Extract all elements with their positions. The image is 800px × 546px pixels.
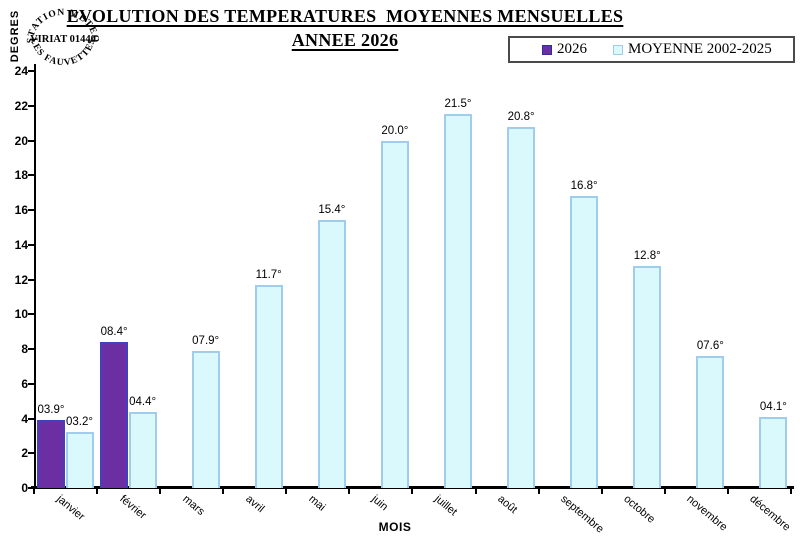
chart-title: EVOLUTION DES TEMPERATURES MOYENNES MENS… bbox=[66, 6, 624, 26]
x-axis-tick bbox=[96, 489, 99, 494]
y-axis-tick-label: 24 bbox=[14, 64, 28, 78]
y-axis-tick-label: 18 bbox=[14, 168, 28, 183]
x-axis-tick bbox=[726, 489, 729, 494]
x-axis bbox=[31, 486, 794, 489]
y-axis-tick bbox=[28, 278, 35, 281]
bar-mars-moyenne bbox=[191, 350, 220, 488]
y-axis-tick bbox=[28, 174, 35, 177]
legend-label-moyenne: MOYENNE 2002-2025 bbox=[628, 41, 772, 57]
y-axis-tick bbox=[28, 452, 35, 455]
x-axis-label: janvier bbox=[53, 493, 87, 524]
y-axis-tick-label: 10 bbox=[14, 307, 28, 322]
x-axis-label: septembre bbox=[558, 493, 606, 536]
bar-décembre-moyenne bbox=[759, 416, 788, 488]
bar-value-label: 03.9° bbox=[37, 404, 65, 417]
y-axis-title: DEGRES bbox=[9, 9, 21, 63]
y-axis-tick bbox=[28, 209, 35, 211]
y-axis-tick bbox=[28, 313, 35, 316]
chart-subtitle: ANNEE 2026 bbox=[291, 30, 399, 50]
bar-value-label: 07.6° bbox=[696, 339, 724, 352]
x-axis-title: MOIS bbox=[378, 520, 412, 534]
legend-swatch-moyenne bbox=[613, 44, 623, 55]
x-axis-label: juin bbox=[369, 493, 391, 514]
x-axis-tick bbox=[222, 489, 225, 494]
bar-value-label: 03.2° bbox=[66, 416, 93, 429]
x-axis-label: mars bbox=[179, 493, 207, 518]
y-axis-tick bbox=[28, 417, 35, 420]
stamp-middle-text: VIRIAT 01440 bbox=[30, 34, 96, 45]
x-axis-label: octobre bbox=[621, 493, 658, 526]
bar-novembre-moyenne bbox=[696, 355, 725, 488]
x-axis-label: mai bbox=[306, 493, 328, 514]
y-axis-tick bbox=[28, 104, 35, 107]
legend-swatch-2026 bbox=[542, 44, 552, 55]
x-axis-tick bbox=[411, 489, 414, 494]
bar-janvier-moyenne bbox=[65, 432, 94, 488]
x-axis-tick bbox=[348, 489, 351, 494]
y-axis-tick bbox=[28, 243, 35, 246]
y-axis-tick bbox=[28, 487, 35, 489]
y-axis-tick bbox=[28, 382, 35, 385]
y-axis-tick bbox=[28, 139, 35, 142]
bar-value-label: 08.4° bbox=[100, 326, 128, 339]
x-axis-tick bbox=[474, 489, 477, 494]
x-axis-tick bbox=[789, 489, 792, 494]
bar-value-label: 20.8° bbox=[507, 110, 535, 123]
chart-legend: 2026 MOYENNE 2002-2025 bbox=[508, 36, 795, 63]
y-axis-tick-label: 2 bbox=[21, 446, 28, 461]
bar-value-label: 21.5° bbox=[444, 98, 472, 111]
legend-entry-2026: 2026 bbox=[542, 41, 587, 58]
y-axis-tick bbox=[28, 348, 35, 350]
x-axis-label: décembre bbox=[747, 493, 793, 534]
y-axis-tick-label: 4 bbox=[21, 411, 28, 426]
bar-value-label: 15.4° bbox=[318, 204, 346, 217]
x-axis-label: juillet bbox=[432, 493, 460, 519]
y-axis-tick-label: 8 bbox=[21, 342, 28, 356]
x-axis-tick bbox=[33, 489, 35, 494]
bar-août-moyenne bbox=[507, 126, 536, 488]
bar-février-2026 bbox=[100, 342, 129, 488]
bar-mai-moyenne bbox=[317, 220, 346, 488]
bar-octobre-moyenne bbox=[633, 265, 662, 488]
bar-septembre-moyenne bbox=[570, 196, 599, 488]
y-axis-tick-label: 0 bbox=[21, 481, 28, 495]
x-axis-label: août bbox=[495, 493, 520, 516]
legend-label-2026: 2026 bbox=[557, 41, 587, 57]
bar-value-label: 20.0° bbox=[381, 124, 409, 137]
y-axis-tick-label: 12 bbox=[14, 272, 28, 287]
title-block: EVOLUTION DES TEMPERATURES MOYENNES MENS… bbox=[45, 6, 645, 51]
y-axis-tick-label: 14 bbox=[14, 237, 28, 252]
bar-juin-moyenne bbox=[380, 140, 409, 488]
bar-value-label: 04.1° bbox=[759, 400, 787, 413]
bar-value-label: 07.9° bbox=[192, 334, 220, 347]
y-axis-tick-label: 16 bbox=[14, 203, 28, 217]
bar-juillet-moyenne bbox=[443, 114, 472, 488]
x-axis-label: novembre bbox=[684, 493, 730, 534]
bar-value-label: 16.8° bbox=[570, 180, 598, 193]
bar-février-moyenne bbox=[128, 411, 157, 488]
station-stamp: STATION METEO VIRIAT 01440 LES FAUVETTES bbox=[26, 8, 99, 68]
bar-value-label: 11.7° bbox=[255, 268, 282, 281]
y-axis-tick bbox=[28, 70, 35, 72]
bar-value-label: 12.8° bbox=[633, 249, 661, 262]
x-axis-tick bbox=[159, 489, 162, 494]
bar-avril-moyenne bbox=[254, 284, 283, 488]
x-axis-label: avril bbox=[243, 493, 267, 516]
bar-value-label: 04.4° bbox=[129, 395, 157, 408]
y-axis-tick-label: 22 bbox=[14, 98, 28, 113]
y-axis-tick-label: 6 bbox=[21, 376, 28, 391]
y-axis bbox=[34, 64, 36, 489]
x-axis-tick bbox=[600, 489, 603, 494]
x-axis-tick bbox=[663, 489, 666, 494]
y-axis-tick-label: 20 bbox=[14, 133, 28, 148]
legend-entry-moyenne: MOYENNE 2002-2025 bbox=[613, 41, 772, 58]
x-axis-tick bbox=[537, 489, 540, 494]
x-axis-tick bbox=[285, 489, 288, 494]
bar-janvier-2026 bbox=[37, 420, 65, 488]
x-axis-label: février bbox=[116, 493, 148, 522]
